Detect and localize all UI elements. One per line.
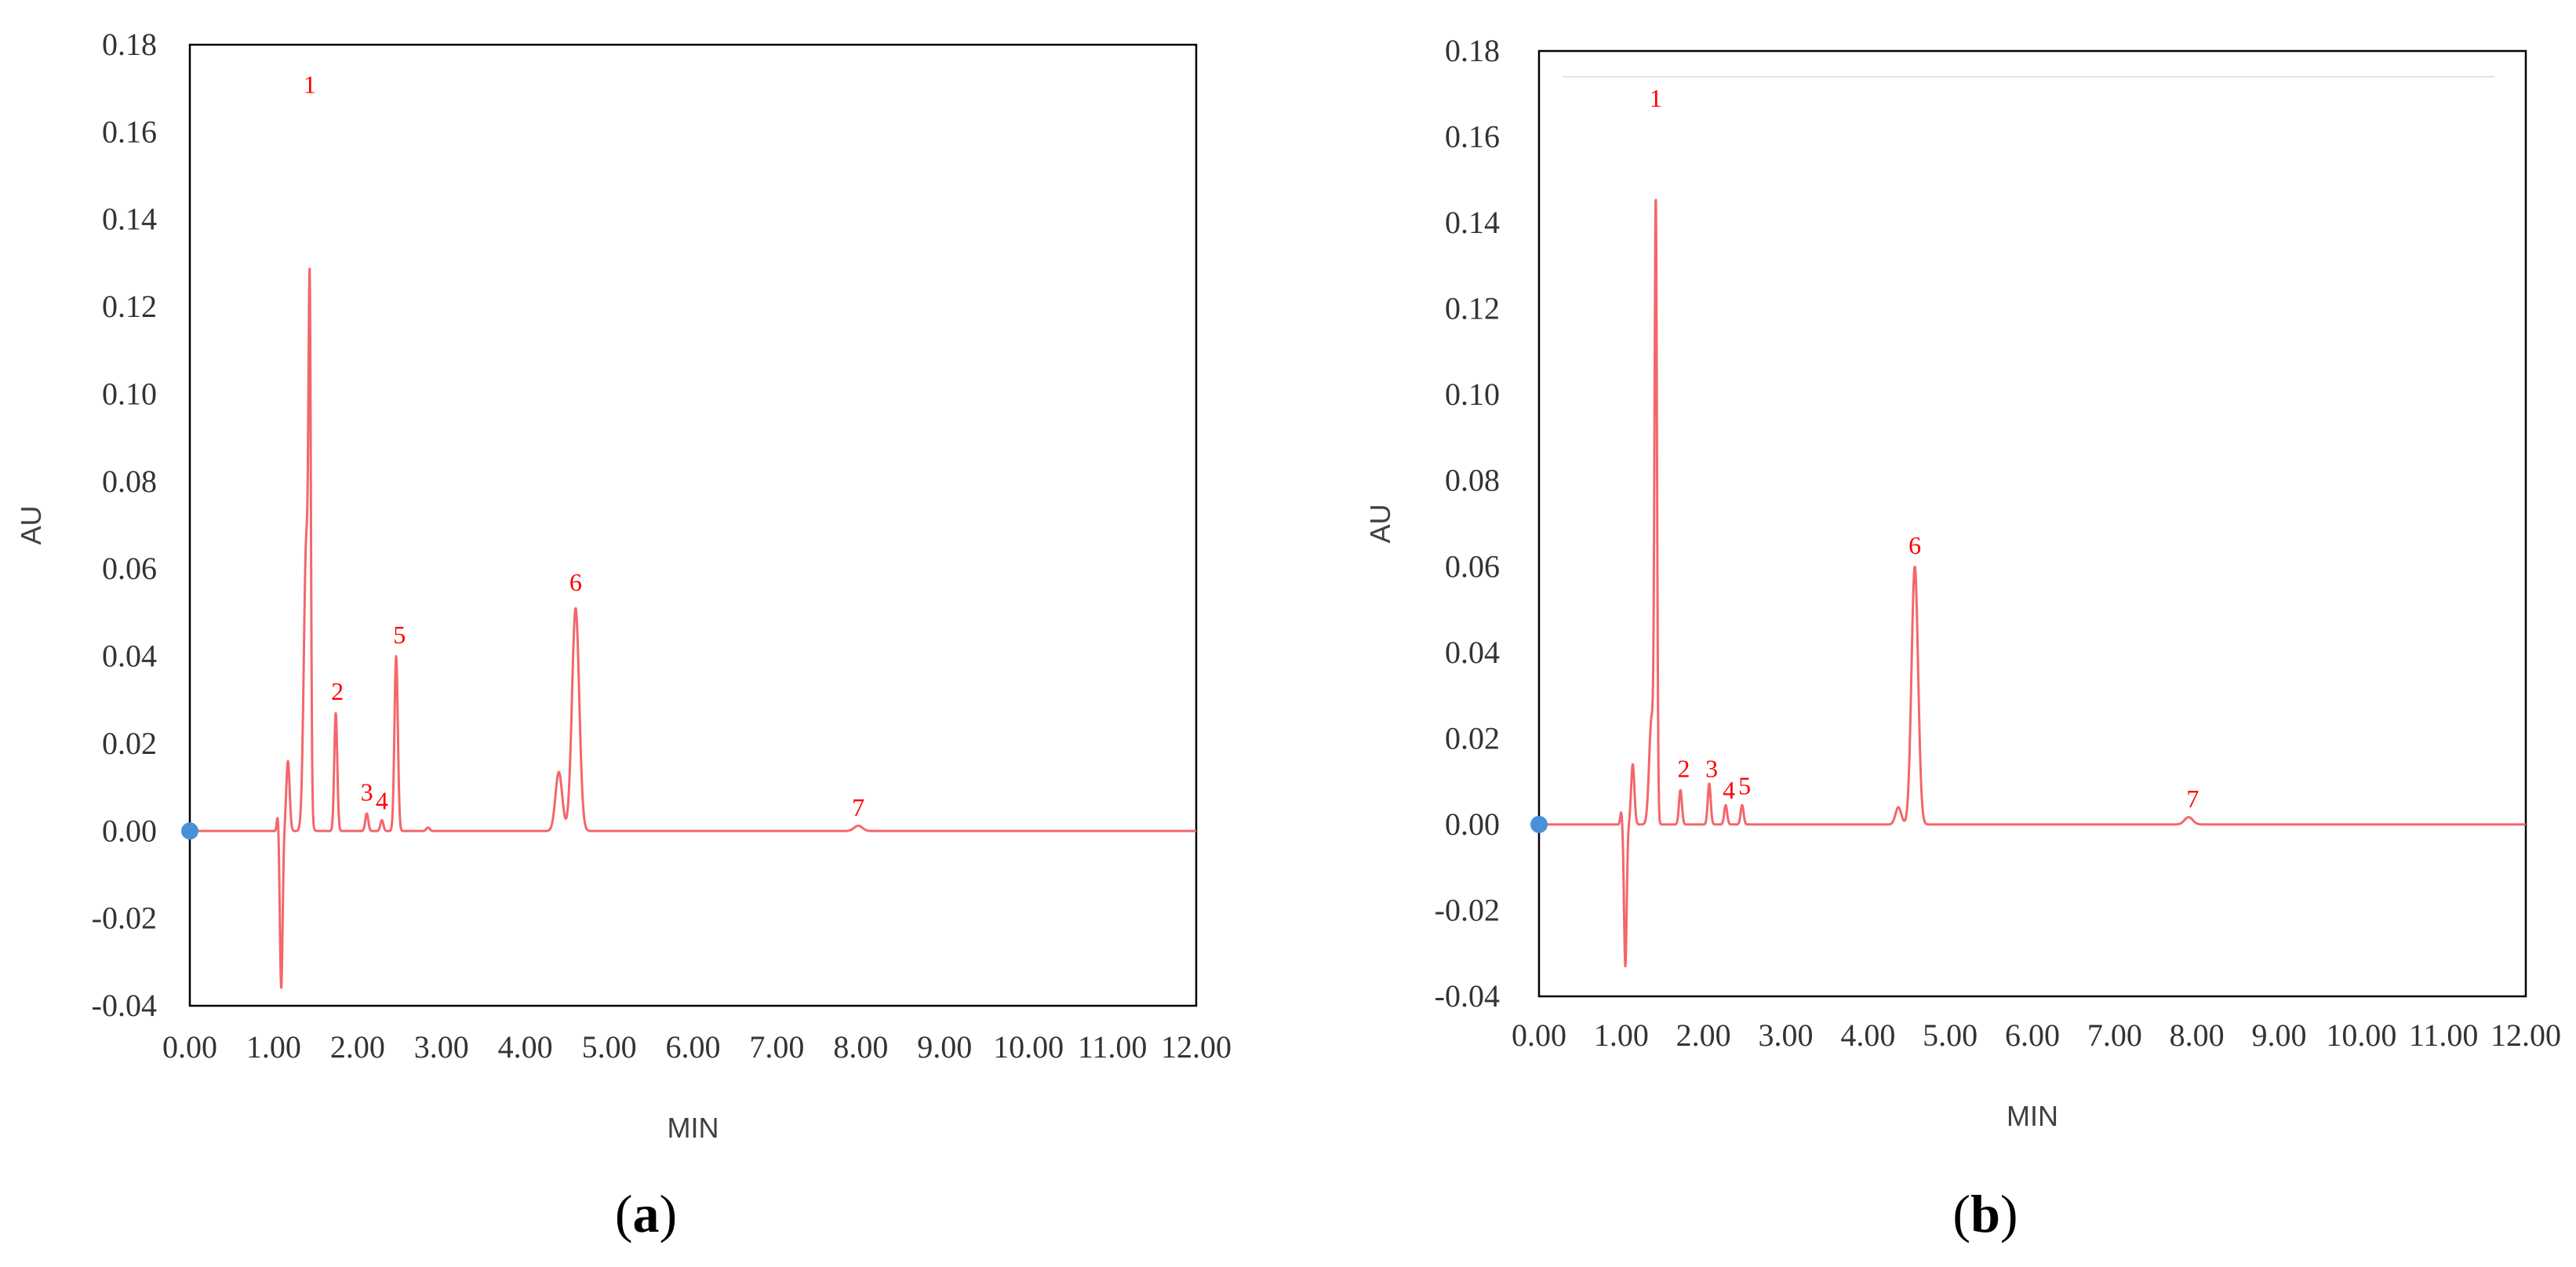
x-tick-label: 11.00 [1078, 1029, 1148, 1065]
panel-label-letter: b [1970, 1184, 2000, 1243]
y-axis-title: AU [1364, 504, 1396, 543]
y-tick-label: 0.16 [1445, 119, 1500, 155]
peak-label: 6 [569, 568, 582, 596]
x-axis-title: MIN [2007, 1100, 2058, 1132]
y-tick-label: 0.06 [1445, 548, 1500, 584]
y-tick-label: 0.12 [1445, 291, 1500, 326]
chromatogram-trace [188, 268, 1198, 989]
y-tick-label: 0.14 [1445, 205, 1500, 240]
x-tick-label: 0.00 [1512, 1018, 1566, 1053]
x-tick-label: 5.00 [1923, 1018, 1977, 1053]
x-tick-label: 0.00 [162, 1029, 217, 1065]
y-tick-label: 0.18 [1445, 33, 1500, 68]
y-tick-label: 0.02 [102, 726, 157, 761]
origin-marker [1530, 815, 1548, 833]
x-axis-title: MIN [668, 1112, 719, 1144]
y-tick-label: 0.08 [102, 464, 157, 499]
x-tick-label: 10.00 [2326, 1018, 2396, 1053]
peak-label: 3 [361, 777, 373, 806]
x-tick-label: 6.00 [2005, 1018, 2060, 1053]
peak-label: 5 [1738, 772, 1751, 800]
x-tick-label: 8.00 [833, 1029, 888, 1065]
panel-label-close: ) [2000, 1184, 2018, 1243]
x-tick-label: 8.00 [2170, 1018, 2225, 1053]
plot-area-frame [1537, 49, 2527, 998]
peak-label: 2 [1678, 755, 1690, 783]
y-axis-title: AU [15, 505, 47, 544]
peak-label: 5 [393, 621, 406, 649]
peak-label: 7 [2186, 785, 2199, 813]
x-tick-label: 12.00 [2490, 1018, 2561, 1053]
x-tick-label: 1.00 [246, 1029, 301, 1065]
peak-label: 1 [304, 70, 316, 98]
y-tick-label: 0.08 [1445, 463, 1500, 498]
peak-label: 7 [852, 793, 864, 821]
x-tick-label: 9.00 [917, 1029, 972, 1065]
peak-label: 4 [1723, 776, 1735, 804]
x-tick-label: 12.00 [1161, 1029, 1232, 1065]
origin-marker [181, 822, 198, 840]
x-tick-label: 2.00 [330, 1029, 385, 1065]
x-tick-label: 2.00 [1676, 1018, 1731, 1053]
y-tick-label: 0.18 [102, 27, 157, 62]
x-tick-label: 7.00 [2087, 1018, 2142, 1053]
y-tick-label: 0.00 [1445, 806, 1500, 842]
y-tick-label: 0.00 [102, 813, 157, 848]
plot-area-frame [188, 43, 1198, 1007]
y-tick-label: 0.10 [1445, 377, 1500, 412]
y-tick-label: 0.04 [1445, 635, 1500, 670]
y-tick-label: -0.04 [1435, 978, 1500, 1014]
x-tick-label: 3.00 [414, 1029, 469, 1065]
x-tick-label: 6.00 [666, 1029, 721, 1065]
y-tick-label: 0.10 [102, 376, 157, 411]
peak-label: 2 [331, 677, 344, 705]
y-tick-label: 0.06 [102, 551, 157, 586]
panel-label: (a) [615, 1184, 677, 1243]
chromatogram-trace [1537, 198, 2527, 968]
x-tick-label: 4.00 [1840, 1018, 1895, 1053]
panel-label-letter: a [633, 1184, 660, 1243]
peak-label: 4 [376, 786, 388, 814]
x-tick-label: 5.00 [582, 1029, 637, 1065]
x-tick-label: 10.00 [993, 1029, 1064, 1065]
panel-label-open: ( [1952, 1184, 1970, 1243]
x-tick-label: 1.00 [1594, 1018, 1649, 1053]
chart-panel-a: -0.04 -0.02 0.00 0.02 0.04 0.06 0.08 0.10 0.12 0.… [15, 27, 1232, 1243]
peak-label: 1 [1650, 84, 1662, 112]
peak-label: 3 [1705, 755, 1718, 783]
y-tick-label: 0.12 [102, 289, 157, 324]
chart-panel-b: -0.04 -0.02 0.00 0.02 0.04 0.06 0.08 0.10 0.12 0.… [1364, 33, 2561, 1243]
y-tick-label: -0.02 [92, 901, 157, 936]
y-tick-label: 0.02 [1445, 720, 1500, 755]
y-tick-label: 0.14 [102, 202, 157, 237]
x-tick-label: 11.00 [2409, 1018, 2479, 1053]
panel-label: (b) [1952, 1184, 2018, 1243]
y-tick-label: -0.02 [1435, 892, 1500, 927]
x-tick-label: 9.00 [2252, 1018, 2307, 1053]
y-tick-label: -0.04 [92, 988, 157, 1023]
x-tick-label: 3.00 [1759, 1018, 1814, 1053]
peak-label: 6 [1908, 531, 1921, 559]
y-tick-label: 0.16 [102, 114, 157, 149]
y-tick-label: 0.04 [102, 639, 157, 674]
panel-label-open: ( [615, 1184, 633, 1243]
x-tick-label: 4.00 [498, 1029, 553, 1065]
panel-label-close: ) [660, 1184, 678, 1243]
x-tick-label: 7.00 [749, 1029, 804, 1065]
